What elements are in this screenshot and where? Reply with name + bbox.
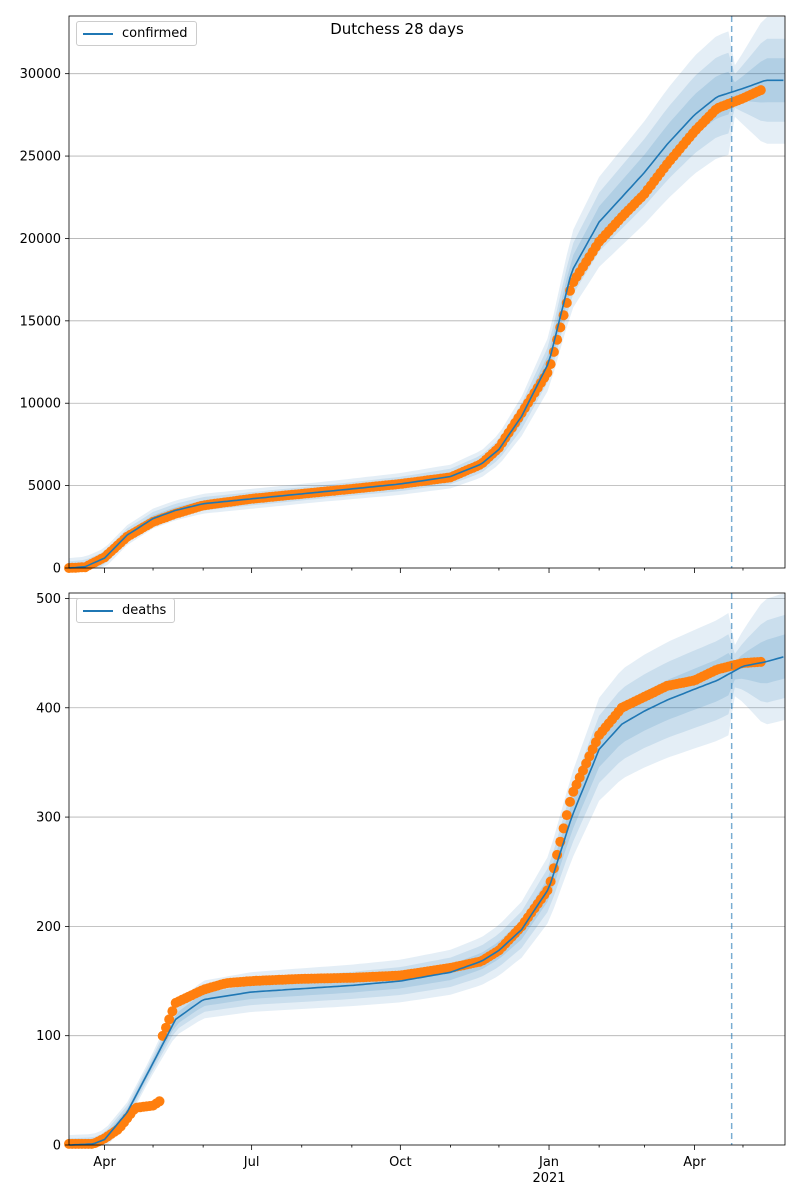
y-tick-label: 400 [36, 701, 61, 716]
observed-point [164, 1014, 175, 1025]
y-tick-label: 500 [36, 592, 61, 607]
uncertainty-band-80 [69, 614, 785, 1145]
legend-label-deaths: deaths [122, 603, 167, 618]
observed-point [755, 656, 766, 667]
observed-point [755, 85, 766, 96]
y-tick-label: 20000 [20, 232, 61, 247]
x-tick-label: Apr [93, 1155, 116, 1170]
x-tick-label: Oct [389, 1155, 411, 1170]
y-tick-label: 0 [53, 562, 61, 577]
observed-point [565, 796, 575, 807]
legend-deaths: deaths [76, 598, 176, 623]
x-tick-label: Apr [683, 1155, 706, 1170]
figure-title: Dutchess 28 days [330, 20, 464, 38]
model-line [68, 79, 784, 569]
y-tick-label: 25000 [20, 150, 61, 165]
uncertainty-band-95 [69, 16, 785, 568]
uncertainty-band-50 [69, 58, 785, 569]
observed-point [161, 1022, 171, 1033]
legend-line-swatch [83, 609, 113, 612]
y-tick-label: 200 [36, 920, 61, 935]
y-tick-label: 5000 [28, 479, 61, 494]
uncertainty-band-80 [69, 38, 785, 569]
y-tick-label: 0 [53, 1139, 61, 1154]
observed-point [561, 810, 572, 821]
observed-point [154, 1096, 165, 1107]
legend-line-swatch [83, 32, 113, 35]
legend-label-confirmed: confirmed [122, 26, 188, 41]
legend-confirmed: confirmed [76, 21, 197, 46]
y-tick-label: 10000 [20, 397, 61, 412]
y-tick-label: 30000 [20, 67, 61, 82]
x-tick-sublabel: 2021 [532, 1171, 565, 1186]
observed-point [558, 823, 569, 834]
y-tick-label: 100 [36, 1029, 61, 1044]
x-tick-label: Jan [538, 1155, 559, 1170]
uncertainty-band-50 [69, 634, 785, 1145]
axes-frame [68, 592, 786, 1146]
observed-point [167, 1006, 178, 1017]
axes-frame [68, 15, 786, 569]
y-tick-label: 15000 [20, 314, 61, 329]
x-tick-label: Jul [243, 1155, 260, 1170]
model-line [68, 656, 784, 1146]
y-tick-label: 300 [36, 811, 61, 826]
